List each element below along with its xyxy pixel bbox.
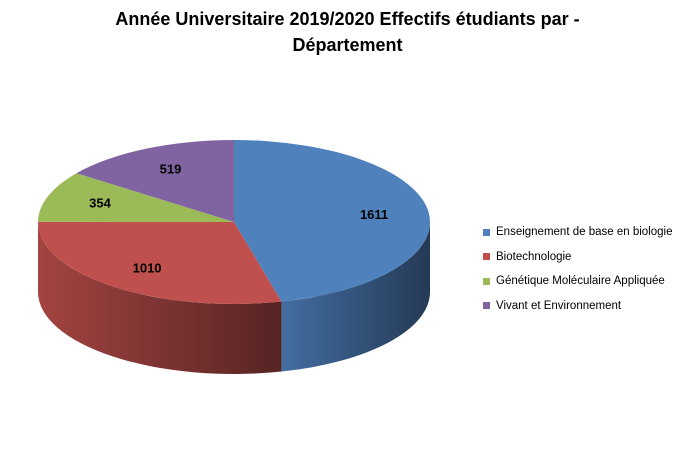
data-label: 1010 (133, 261, 162, 276)
legend-swatch (483, 228, 490, 236)
legend-item: Génétique Moléculaire Appliquée (483, 269, 672, 294)
legend-label: Génétique Moléculaire Appliquée (496, 275, 665, 288)
legend-swatch (483, 253, 490, 261)
legend-label: Enseignement de base en biologie (496, 226, 673, 239)
chart-title: Année Universitaire 2019/2020 Effectifs … (0, 6, 695, 58)
chart-title-line-2: Département (292, 35, 403, 55)
legend-swatch (483, 302, 490, 310)
legend-label: Biotechnologie (496, 250, 572, 263)
chart-title-line-1: Année Universitaire 2019/2020 Effectifs … (115, 9, 580, 29)
legend-item: Biotechnologie (483, 245, 672, 270)
pie-slice-side (38, 222, 282, 374)
pie-slice (38, 221, 282, 304)
pie-slice (76, 140, 234, 222)
legend-swatch (483, 277, 490, 285)
legend-item: Enseignement de base en biologie (483, 220, 672, 245)
legend-label: Vivant et Environnement (496, 299, 622, 312)
data-label: 519 (160, 161, 182, 176)
pie-slice (234, 140, 430, 302)
data-label: 1611 (360, 207, 388, 222)
pie-slice-side (281, 222, 430, 372)
legend-item: Vivant et Environnement (483, 294, 672, 319)
pie-slice (38, 173, 235, 222)
data-label: 354 (89, 195, 111, 210)
chart-legend: Enseignement de base en biologie Biotech… (483, 220, 672, 318)
